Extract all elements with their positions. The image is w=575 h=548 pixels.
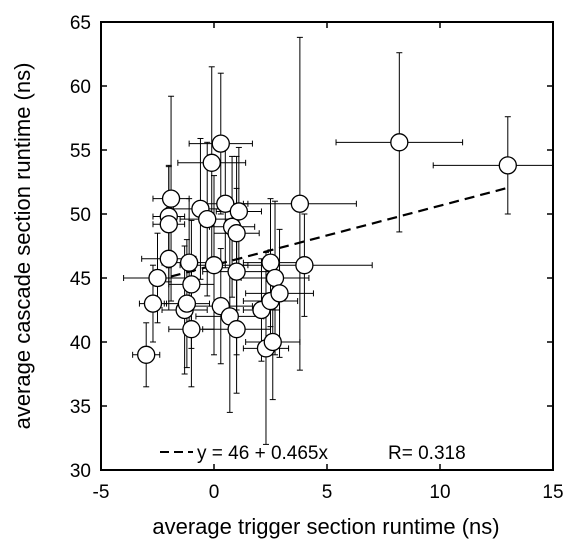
data-point: [290, 194, 310, 213]
x-tick-label: 5: [322, 482, 333, 503]
x-tick-label: 15: [542, 482, 563, 503]
data-point: [270, 284, 289, 303]
data-point: [229, 202, 249, 221]
fit-line: [154, 186, 509, 282]
data-point: [182, 320, 201, 339]
y-axis-ticks: 30 35 40 45 50 55 60 65: [70, 13, 553, 482]
y-tick-label: 30: [70, 461, 91, 482]
data-point: [263, 332, 282, 352]
x-axis-title: average trigger section runtime (ns): [152, 514, 499, 539]
x-axis-ticks: -5 0 5 10 15: [93, 22, 564, 503]
data-point: [227, 320, 246, 339]
data-point: [498, 156, 517, 175]
y-tick-label: 35: [70, 397, 91, 418]
x-tick-label: 0: [209, 482, 220, 503]
data-point: [161, 189, 181, 208]
x-tick-label: -5: [93, 482, 110, 503]
data-point: [227, 224, 246, 243]
x-tick-label: 10: [429, 482, 450, 503]
error-bars-layer: [123, 36, 554, 445]
data-point: [295, 256, 314, 275]
fit-equation-label: y = 46 + 0.465x: [197, 443, 328, 464]
data-point: [265, 268, 285, 288]
y-axis-title: average cascade section runtime (ns): [10, 63, 35, 430]
y-tick-label: 60: [70, 77, 91, 98]
data-point: [143, 294, 163, 313]
y-tick-label: 55: [70, 141, 91, 162]
data-point: [202, 153, 221, 172]
data-point: [204, 256, 224, 275]
data-points-layer: [137, 133, 517, 364]
data-point: [182, 275, 201, 294]
data-point: [198, 209, 217, 229]
data-point: [137, 345, 156, 364]
y-tick-label: 45: [70, 269, 91, 290]
data-point: [177, 294, 197, 313]
data-point: [211, 134, 230, 153]
data-point: [227, 262, 246, 281]
data-point: [390, 133, 409, 152]
fit-line-layer: [154, 186, 509, 282]
fit-legend: y = 46 + 0.465x R= 0.318: [160, 443, 466, 464]
data-point: [159, 215, 178, 234]
y-tick-label: 40: [70, 333, 91, 354]
y-tick-label: 50: [70, 205, 91, 226]
correlation-label: R= 0.318: [388, 443, 466, 464]
data-point: [216, 194, 235, 213]
data-point: [159, 249, 178, 268]
data-point: [148, 268, 167, 288]
data-point: [261, 253, 280, 272]
y-tick-label: 65: [70, 13, 91, 34]
data-point: [179, 253, 199, 272]
